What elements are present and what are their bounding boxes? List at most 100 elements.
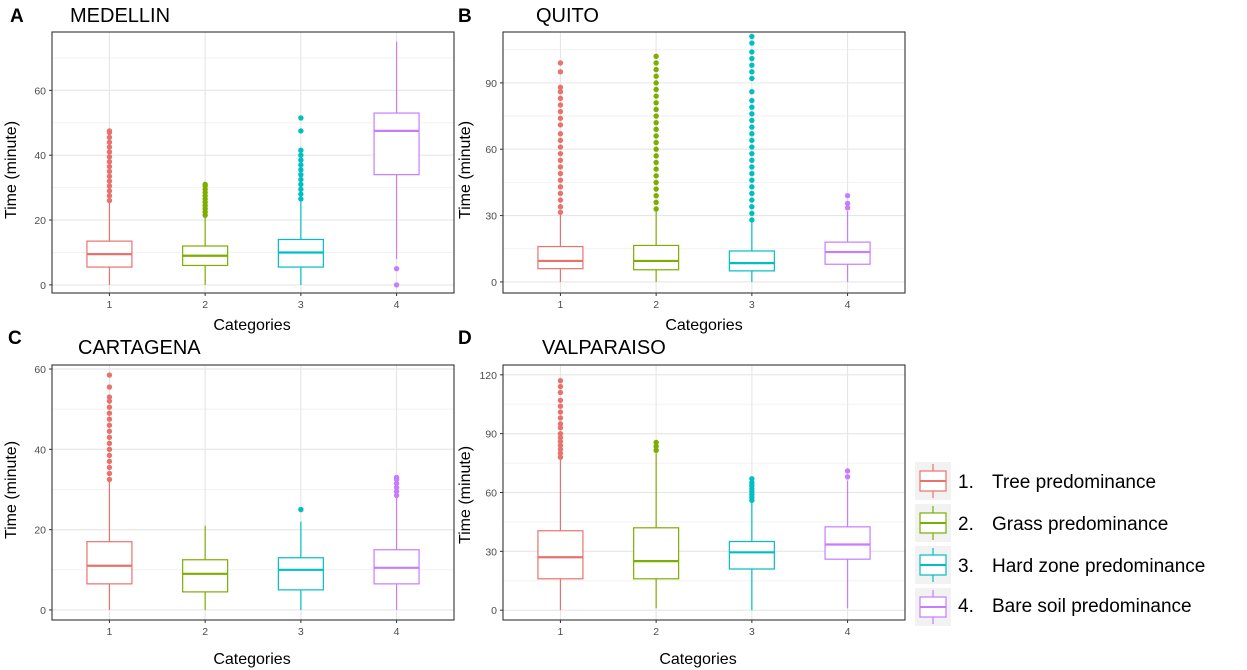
y-tick-label: 0 (40, 605, 46, 617)
outlier-point (844, 474, 851, 480)
x-tick-label: 2 (653, 299, 659, 311)
panel-letter: D (458, 328, 472, 349)
outlier-point (106, 149, 113, 155)
plot-border (502, 364, 906, 621)
box-iqr (373, 112, 420, 176)
outlier-point (557, 60, 564, 66)
outlier-point (106, 128, 113, 134)
y-tick-label: 0 (40, 280, 46, 292)
x-tick-label: 4 (394, 299, 400, 311)
outlier-point (557, 438, 564, 445)
outlier-point (749, 184, 755, 190)
outlier-point (557, 144, 564, 150)
outlier-point (298, 176, 304, 183)
outlier-point (653, 100, 659, 106)
plot-border (51, 364, 455, 621)
panel-letter: A (10, 6, 24, 27)
box-category-3 (728, 33, 775, 282)
y-tick-label: 90 (485, 78, 497, 90)
y-axis-title: Time (minute) (3, 121, 20, 219)
outlier-point (653, 119, 659, 126)
outlier-point (557, 434, 564, 441)
box-iqr (537, 245, 584, 270)
outlier-point (106, 398, 113, 404)
outlier-point (557, 397, 564, 404)
y-tick-label: 30 (485, 211, 497, 223)
outlier-point (557, 69, 564, 75)
y-axis-title: Time (minute) (457, 446, 474, 544)
outlier-point (749, 157, 755, 163)
box-iqr (824, 526, 871, 560)
outlier-point (557, 137, 564, 144)
x-axis-title: Categories (665, 317, 742, 334)
outlier-point (298, 171, 304, 178)
panel-title: QUITO (536, 5, 599, 27)
outlier-point (106, 154, 113, 160)
outlier-point (393, 265, 400, 272)
outlier-point (749, 33, 755, 40)
x-tick-label: 3 (298, 626, 304, 638)
outlier-point (749, 217, 755, 223)
outlier-point (298, 506, 304, 513)
box-category-4 (373, 41, 420, 288)
plot-border (502, 31, 906, 294)
outlier-point (557, 177, 564, 183)
outlier-point (393, 282, 400, 288)
outlier-point (557, 377, 564, 384)
outlier-point (557, 131, 564, 137)
grid (503, 365, 905, 620)
legend-number: 1. (958, 472, 974, 493)
outlier-point (653, 166, 659, 172)
box-iqr (633, 244, 680, 271)
y-tick-label: 0 (491, 605, 497, 617)
legend-key (915, 504, 951, 542)
y-tick-label: 60 (34, 364, 46, 376)
outlier-point (653, 73, 659, 79)
outlier-point (557, 425, 564, 431)
outlier-point (749, 170, 755, 177)
box-iqr (633, 527, 680, 580)
legend: 1. Tree predominance 2. Grass predominan… (915, 462, 1205, 626)
outlier-point (749, 124, 755, 130)
outlier-point (106, 139, 113, 145)
outlier-point (749, 210, 755, 217)
box-iqr (824, 241, 871, 265)
outlier-point (106, 168, 113, 175)
box-iqr (86, 541, 133, 585)
panel-title: VALPARAISO (542, 337, 666, 359)
outlier-point (393, 480, 400, 487)
y-tick-label: 40 (34, 150, 46, 162)
outlier-point (749, 479, 755, 486)
outlier-point (106, 434, 113, 440)
y-axis-title: Time (minute) (457, 121, 474, 219)
outlier-point (298, 147, 304, 154)
outlier-point (557, 409, 564, 415)
legend-number: 4. (958, 596, 974, 617)
box-category-2 (182, 181, 229, 285)
y-tick-label: 20 (34, 525, 46, 537)
outlier-point (653, 86, 659, 93)
outlier-point (106, 183, 113, 189)
outlier-point (298, 196, 304, 202)
legend-label: Hard zone predominance (992, 556, 1205, 577)
box-category-2 (633, 439, 680, 609)
outlier-point (106, 144, 113, 150)
legend-label: Bare soil predominance (992, 596, 1192, 617)
outlier-point (393, 488, 400, 495)
outlier-point (653, 60, 659, 66)
panel-quito: B QUITO Categories Time (minute) 0 30 60 90… (457, 5, 906, 334)
outlier-point (106, 470, 113, 477)
outlier-point (653, 443, 659, 450)
outlier-point (557, 102, 564, 108)
legend-item-tree: 1. Tree predominance (915, 462, 1156, 500)
x-tick-label: 4 (394, 626, 400, 638)
outlier-point (749, 40, 755, 46)
outlier-point (298, 128, 304, 134)
box-iqr (537, 530, 584, 580)
outlier-point (202, 181, 208, 188)
outlier-point (653, 93, 659, 99)
outlier-point (557, 209, 564, 215)
outlier-point (653, 146, 659, 152)
x-tick-label: 1 (558, 626, 564, 638)
outlier-point (653, 179, 659, 186)
